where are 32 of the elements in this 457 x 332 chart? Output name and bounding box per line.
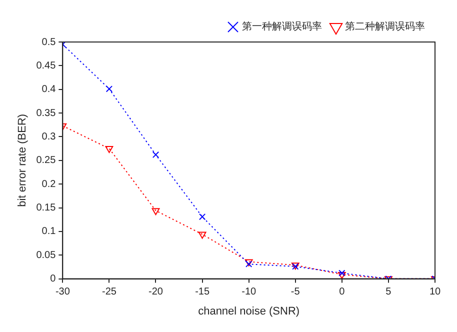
- y-tick-label: 0.2: [42, 178, 56, 190]
- y-tick-label: 0.4: [42, 84, 56, 96]
- y-axis-title: bit error rate (BER): [16, 114, 29, 207]
- y-tick-label: 0.25: [36, 155, 56, 166]
- point: [198, 232, 206, 239]
- y-tick-label: 0.05: [36, 250, 56, 261]
- x-axis-title: channel noise (SNR): [198, 305, 300, 318]
- y-tick-label: 0: [50, 274, 56, 285]
- y-tick-label: 0.3: [42, 131, 56, 142]
- x-tick-label: -20: [148, 286, 164, 298]
- legend-label: 第一种解调误码率: [242, 20, 322, 33]
- y-tick-label: 0.1: [42, 226, 56, 238]
- y-tick-label: 0.45: [36, 60, 56, 72]
- x-tick-label: 10: [429, 286, 441, 298]
- point: [338, 270, 346, 276]
- x-tick-label: 5: [386, 286, 392, 298]
- x-tick-label: -5: [290, 286, 300, 298]
- legend-label: 第二种解调误码率: [345, 20, 425, 33]
- y-tick-label: 0.15: [36, 202, 56, 214]
- x-tick-label: -15: [195, 286, 210, 298]
- x-tick-label: 0: [339, 286, 346, 298]
- point: [106, 86, 113, 92]
- y-tick-label: 0.35: [36, 108, 56, 119]
- x-tick-label: -25: [102, 286, 117, 298]
- point: [338, 272, 346, 279]
- x-tick-label: -10: [242, 286, 256, 298]
- point: [152, 151, 160, 158]
- point: [152, 208, 160, 216]
- y-tick-label: 0.5: [42, 36, 56, 48]
- x-tick-label: -30: [55, 286, 70, 298]
- point: [105, 146, 114, 154]
- point: [198, 213, 206, 220]
